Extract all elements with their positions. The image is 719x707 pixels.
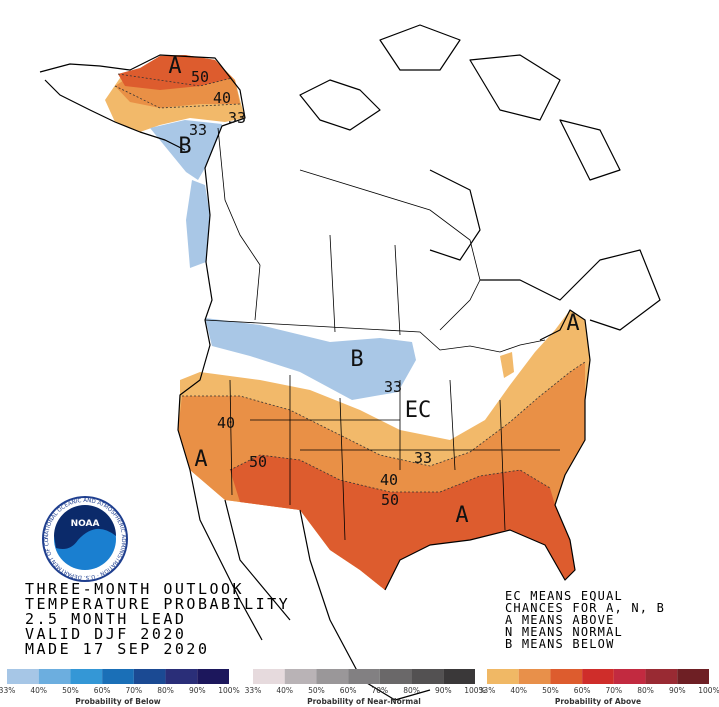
legend-caption: Probability of Near-Normal [307, 697, 421, 706]
map-label: 50 [381, 491, 399, 509]
legend-tick-label: 80% [637, 686, 654, 695]
legend-swatch [253, 669, 285, 684]
legend-swatch [487, 669, 519, 684]
legend-swatch [677, 669, 709, 684]
legend-tick-label: 33% [479, 686, 496, 695]
title-line: THREE-MONTH OUTLOOK [25, 580, 244, 598]
legend-swatch [379, 669, 412, 684]
legend-swatch [197, 669, 229, 684]
legend-tick-label: 50% [62, 686, 79, 695]
map-label: B [178, 134, 191, 159]
key-line: CHANCES FOR A, N, B [505, 601, 665, 615]
map-label: B [350, 347, 363, 372]
legend-tick-label: 100% [218, 686, 239, 695]
legend-swatch [443, 669, 475, 684]
legend-swatch [582, 669, 614, 684]
logo-bird [54, 505, 116, 549]
map-label: 50 [191, 68, 209, 86]
legend-tick-label: 90% [435, 686, 452, 695]
legend-swatch [316, 669, 349, 684]
legend-tick-label: 50% [542, 686, 559, 695]
legend-tick-label: 100% [698, 686, 719, 695]
legend-tick-label: 80% [403, 686, 420, 695]
panhandle-below-33 [186, 180, 210, 268]
map-label: 33 [384, 378, 402, 396]
title-line: MADE 17 SEP 2020 [25, 640, 210, 658]
alaska-above-50 [118, 55, 232, 90]
legend-tick-label: 50% [308, 686, 325, 695]
legend-tick-label: 60% [94, 686, 111, 695]
legends: 33% 40% 50% 60% 70% 80% 90% 100% Probability of … [0, 669, 719, 706]
title-line: 2.5 MONTH LEAD [25, 610, 186, 628]
map-label: A [194, 447, 207, 472]
alaska-below-33 [150, 120, 222, 180]
key-line: A MEANS ABOVE [505, 613, 615, 627]
map-label: A [455, 503, 468, 528]
south-above-50 [230, 455, 575, 590]
map-label: 50 [249, 453, 267, 471]
contour-line [182, 361, 586, 467]
key-line: EC MEANS EQUAL [505, 589, 623, 603]
legend-swatch [284, 669, 317, 684]
legend-tick-label: 60% [340, 686, 357, 695]
legend-tick-label: 40% [276, 686, 293, 695]
legend-caption: Probability of Below [75, 697, 160, 706]
legend-tick-label: 70% [606, 686, 623, 695]
legend-tick-label: 33% [0, 686, 15, 695]
map-label: 33 [228, 109, 246, 127]
map-label: 40 [213, 89, 231, 107]
legend-tick-label: 80% [157, 686, 174, 695]
legend-tick-label: 60% [574, 686, 591, 695]
title-line: TEMPERATURE PROBABILITY [25, 595, 290, 613]
legend-swatch [411, 669, 444, 684]
map-label: 33 [414, 449, 432, 467]
legend-tick-label: 40% [510, 686, 527, 695]
title-line: VALID DJF 2020 [25, 625, 186, 643]
legend-swatch [133, 669, 166, 684]
key-line: N MEANS NORMAL [505, 625, 623, 639]
legend-caption: Probability of Above [555, 697, 641, 706]
legend-swatch [518, 669, 551, 684]
legend-tick-label: 33% [245, 686, 262, 695]
legend-swatch [70, 669, 103, 684]
logo-text: NOAA [71, 519, 100, 529]
key-line: B MEANS BELOW [505, 637, 615, 651]
legend-tick-label: 40% [30, 686, 47, 695]
legend-tick-label: 70% [126, 686, 143, 695]
legend-swatch [102, 669, 134, 684]
legend-tick-label: 70% [372, 686, 389, 695]
map-label: A [566, 311, 579, 336]
legend-tick-label: 90% [669, 686, 686, 695]
map-label: 33 [189, 121, 207, 139]
michigan-above-33 [500, 352, 514, 378]
legend-swatch [645, 669, 678, 684]
legend-swatch [38, 669, 71, 684]
legend-tick-label: 100% [464, 686, 485, 695]
contour-line [114, 73, 241, 109]
map-label: 40 [217, 414, 235, 432]
legend-swatch [165, 669, 198, 684]
contour-line [229, 454, 551, 493]
legend-swatch [348, 669, 380, 684]
contours [114, 73, 586, 493]
legend-swatch [613, 669, 646, 684]
legend-swatch [7, 669, 39, 684]
coastlines-and-borders [39, 24, 661, 701]
legend-tick-label: 90% [189, 686, 206, 695]
north-below-33 [205, 318, 416, 400]
map-label: EC [405, 398, 432, 423]
map-label: 40 [380, 471, 398, 489]
legend-swatch [550, 669, 583, 684]
map-label: A [168, 54, 181, 79]
